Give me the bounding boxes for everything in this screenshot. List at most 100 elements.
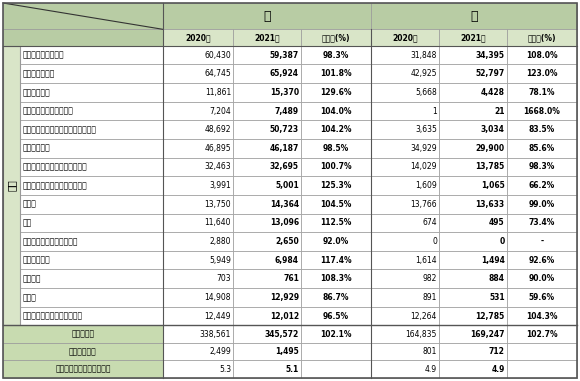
Text: 117.4%: 117.4% — [320, 256, 352, 265]
Text: 前年比(%): 前年比(%) — [322, 33, 350, 42]
Bar — [3, 46, 20, 64]
Text: 6,984: 6,984 — [275, 256, 299, 265]
Text: 2,650: 2,650 — [275, 237, 299, 246]
Text: 123.0%: 123.0% — [526, 69, 557, 78]
Bar — [20, 232, 163, 251]
Text: 884: 884 — [489, 274, 505, 283]
Text: 14,908: 14,908 — [205, 293, 231, 302]
Bar — [20, 120, 163, 139]
Bar — [371, 288, 439, 307]
Text: 73.4%: 73.4% — [529, 218, 555, 227]
Bar — [3, 120, 20, 139]
Bar — [3, 3, 163, 29]
Bar — [371, 29, 439, 46]
Bar — [301, 64, 371, 83]
Bar — [163, 213, 233, 232]
Text: 104.2%: 104.2% — [320, 125, 351, 134]
Text: 1,609: 1,609 — [415, 181, 437, 190]
Text: 5.3: 5.3 — [219, 365, 231, 374]
Text: 13,785: 13,785 — [476, 162, 505, 171]
Text: 光熱費（飼育に伴う追加分）: 光熱費（飼育に伴う追加分） — [23, 312, 83, 320]
Text: 2021年: 2021年 — [254, 33, 280, 42]
Bar — [163, 307, 233, 325]
Text: 34,395: 34,395 — [476, 51, 505, 59]
Text: 703: 703 — [216, 274, 231, 283]
Bar — [439, 29, 507, 46]
Text: 65,924: 65,924 — [270, 69, 299, 78]
Text: 1: 1 — [432, 107, 437, 115]
Text: 2021年: 2021年 — [460, 33, 485, 42]
Bar — [507, 251, 577, 269]
Text: 前年比(%): 前年比(%) — [528, 33, 556, 42]
Bar — [301, 102, 371, 120]
Text: 2020年: 2020年 — [392, 33, 418, 42]
Bar — [301, 29, 371, 46]
Text: 164,835: 164,835 — [405, 330, 437, 339]
Text: ドッグランなど遊べる施設: ドッグランなど遊べる施設 — [23, 237, 78, 246]
Text: 66.2%: 66.2% — [529, 181, 555, 190]
Bar — [301, 83, 371, 102]
Text: 31,848: 31,848 — [411, 51, 437, 59]
Bar — [371, 232, 439, 251]
Text: 5,668: 5,668 — [415, 88, 437, 97]
Text: 98.3%: 98.3% — [529, 162, 555, 171]
Text: 4,428: 4,428 — [481, 88, 505, 97]
Text: 13,096: 13,096 — [270, 218, 299, 227]
Bar — [233, 64, 301, 83]
Text: 32,695: 32,695 — [270, 162, 299, 171]
Text: 50,723: 50,723 — [270, 125, 299, 134]
Text: ペット保険料: ペット保険料 — [23, 144, 50, 153]
Text: 59.6%: 59.6% — [529, 293, 555, 302]
Bar — [20, 64, 163, 83]
Text: 5,949: 5,949 — [209, 256, 231, 265]
Bar — [233, 176, 301, 195]
Bar — [163, 46, 233, 64]
Bar — [3, 158, 20, 176]
Bar — [20, 269, 163, 288]
Bar — [439, 307, 507, 325]
Text: 3,034: 3,034 — [481, 125, 505, 134]
Bar — [3, 343, 163, 360]
Bar — [163, 288, 233, 307]
Bar — [301, 269, 371, 288]
Bar — [439, 232, 507, 251]
Bar — [163, 343, 233, 360]
Text: 495: 495 — [489, 218, 505, 227]
Bar — [163, 158, 233, 176]
Text: 14,364: 14,364 — [270, 200, 299, 209]
Bar — [20, 288, 163, 307]
Bar — [371, 343, 439, 360]
Text: フード・おやつ: フード・おやつ — [23, 69, 55, 78]
Text: しつけ・トレーニング料: しつけ・トレーニング料 — [23, 107, 74, 115]
Text: 59,387: 59,387 — [270, 51, 299, 59]
Text: 日用品: 日用品 — [23, 200, 37, 209]
Text: 104.5%: 104.5% — [320, 200, 351, 209]
Text: 5.1: 5.1 — [285, 365, 299, 374]
Bar — [3, 195, 20, 213]
Text: 洋服: 洋服 — [23, 218, 32, 227]
Bar — [301, 360, 371, 378]
Text: 108.3%: 108.3% — [320, 274, 352, 283]
Bar — [507, 213, 577, 232]
Bar — [20, 213, 163, 232]
Bar — [371, 195, 439, 213]
Text: 回答数（頭）: 回答数（頭） — [69, 347, 97, 356]
Text: 90.0%: 90.0% — [529, 274, 555, 283]
Text: 1668.0%: 1668.0% — [523, 107, 560, 115]
Bar — [233, 120, 301, 139]
Bar — [3, 213, 20, 232]
Bar — [507, 102, 577, 120]
Bar — [20, 176, 163, 195]
Bar — [3, 102, 20, 120]
Text: 15,370: 15,370 — [270, 88, 299, 97]
Bar — [371, 102, 439, 120]
Bar — [439, 158, 507, 176]
Bar — [233, 213, 301, 232]
Text: 42,925: 42,925 — [411, 69, 437, 78]
Text: 96.5%: 96.5% — [323, 312, 349, 320]
Bar — [233, 102, 301, 120]
Text: ワクチン・健康診断等の予防費: ワクチン・健康診断等の予防費 — [23, 162, 88, 171]
Bar — [507, 176, 577, 195]
Text: 12,785: 12,785 — [476, 312, 505, 320]
Text: 12,012: 12,012 — [270, 312, 299, 320]
